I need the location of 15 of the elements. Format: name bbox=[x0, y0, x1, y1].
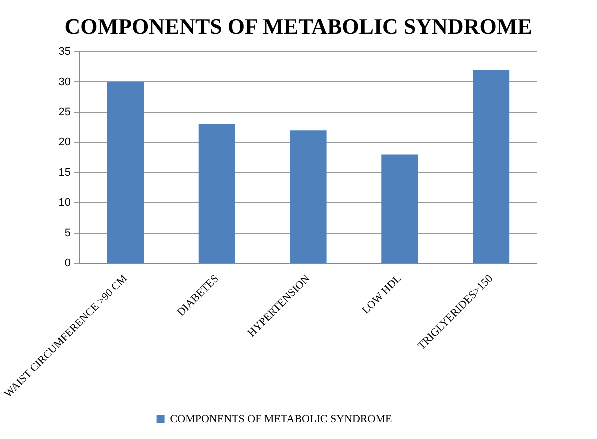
bar bbox=[198, 124, 236, 264]
bar bbox=[382, 154, 418, 264]
chart-title: COMPONENTS OF METABOLIC SYNDROME bbox=[64, 14, 534, 40]
y-tick-label: 35 bbox=[58, 46, 72, 58]
y-tick-label: 15 bbox=[58, 166, 72, 179]
bar bbox=[107, 82, 144, 264]
y-tick-label: 10 bbox=[58, 197, 72, 210]
bar bbox=[290, 130, 327, 264]
y-tick-label: 0 bbox=[64, 258, 72, 270]
legend-label: COMPONENTS OF METABOLIC SYNDROME bbox=[170, 413, 392, 426]
y-tick-label: 20 bbox=[58, 136, 72, 149]
bar bbox=[473, 70, 510, 264]
y-tick-label: 25 bbox=[58, 106, 72, 118]
y-tick-label: 5 bbox=[64, 227, 72, 240]
y-tick-label: 30 bbox=[58, 76, 72, 88]
